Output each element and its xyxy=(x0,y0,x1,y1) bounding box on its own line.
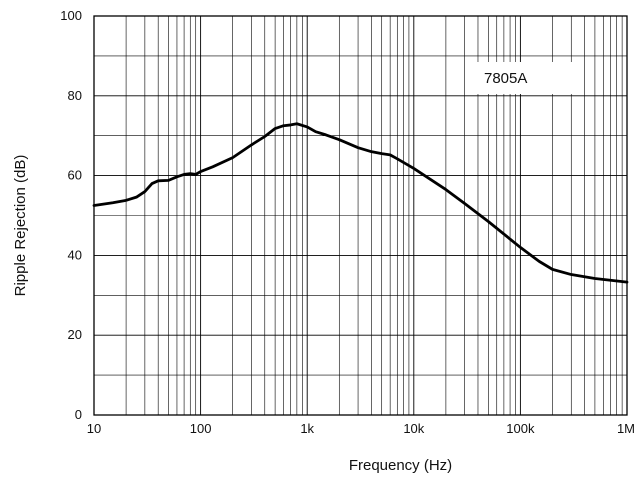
x-tick-label: 1M xyxy=(617,421,634,436)
tick-labels: 10 100 1k 10k 100k 1M 0 20 40 60 80 100 xyxy=(60,8,634,436)
y-tick-label: 80 xyxy=(68,88,82,103)
y-tick-label: 20 xyxy=(68,327,82,342)
legend-entry-label: 7805A xyxy=(484,70,527,87)
series-layer xyxy=(92,122,629,284)
x-axis-title: Frequency (Hz) xyxy=(349,457,452,474)
series-line-0 xyxy=(92,122,629,284)
legend-box xyxy=(473,62,573,94)
grid xyxy=(93,15,627,416)
x-tick-label: 1k xyxy=(300,421,314,436)
y-tick-label: 60 xyxy=(68,168,82,183)
plot-frame xyxy=(93,15,628,416)
y-tick-label: 40 xyxy=(68,247,82,262)
x-tick-label: 10 xyxy=(87,421,101,436)
legend: 7805A xyxy=(473,62,573,94)
x-tick-label: 10k xyxy=(403,421,424,436)
y-axis-title: Ripple Rejection (dB) xyxy=(12,155,29,297)
x-tick-label: 100 xyxy=(190,421,212,436)
y-tick-label: 0 xyxy=(75,407,82,422)
x-tick-label: 100k xyxy=(506,421,535,436)
y-tick-label: 100 xyxy=(60,8,82,23)
